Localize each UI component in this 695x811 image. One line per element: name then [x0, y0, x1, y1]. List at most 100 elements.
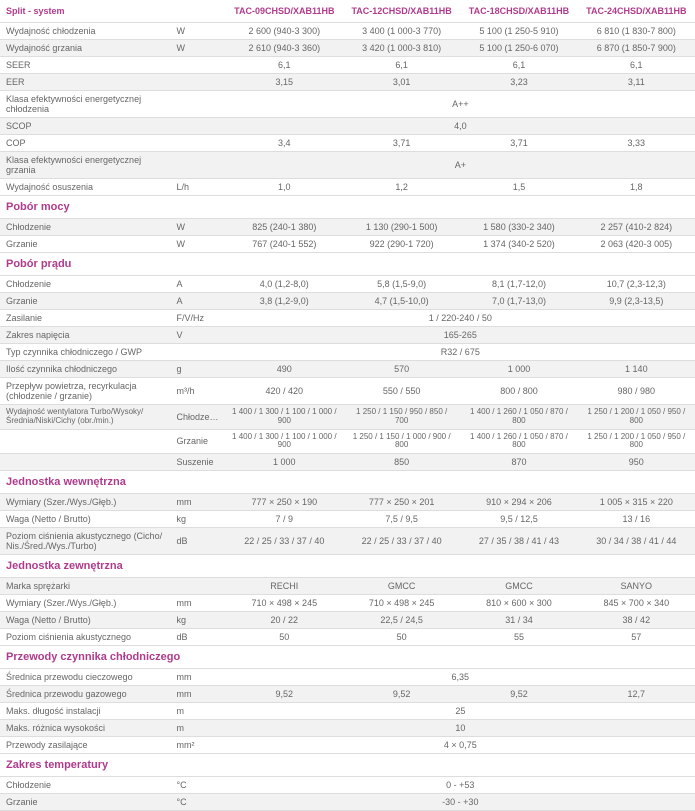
- row-value: 1,8: [578, 179, 695, 196]
- row-value: 7 / 9: [226, 511, 343, 528]
- row-label: Zasilanie: [0, 310, 170, 327]
- row-value-span: 0 - +53: [226, 777, 695, 794]
- row-value: 3,33: [578, 135, 695, 152]
- row-value: 777 × 250 × 201: [343, 494, 460, 511]
- row-value-span: R32 / 675: [226, 344, 695, 361]
- row-value: 910 × 294 × 206: [460, 494, 577, 511]
- row-value: 490: [226, 361, 343, 378]
- row-unit: mm: [170, 686, 225, 703]
- row-value: 1 400 / 1 260 / 1 050 / 870 / 800: [460, 405, 577, 430]
- row-value: 1 000: [460, 361, 577, 378]
- row-value: 31 / 34: [460, 612, 577, 629]
- row-value: 6,1: [460, 57, 577, 74]
- row-value: 3 420 (1 000-3 810): [343, 40, 460, 57]
- table-row: Zakres napięciaV165-265: [0, 327, 695, 344]
- row-value: 767 (240-1 552): [226, 236, 343, 253]
- row-value-span: 10: [226, 720, 695, 737]
- row-unit: [170, 152, 225, 179]
- model-3: TAC-24CHSD/XAB11HB: [578, 0, 695, 23]
- table-row: Wydajność chłodzeniaW2 600 (940-3 300)3 …: [0, 23, 695, 40]
- row-value-span: 6,35: [226, 669, 695, 686]
- row-value: SANYO: [578, 578, 695, 595]
- row-value: 1 400 / 1 300 / 1 100 / 1 000 / 900: [226, 429, 343, 454]
- row-label: Grzanie: [0, 293, 170, 310]
- row-value: GMCC: [343, 578, 460, 595]
- row-value-span: -30 - +30: [226, 794, 695, 811]
- row-value: 980 / 980: [578, 378, 695, 405]
- row-label: Chłodzenie: [0, 219, 170, 236]
- row-value: 550 / 550: [343, 378, 460, 405]
- row-value: 845 × 700 × 340: [578, 595, 695, 612]
- table-row: Maks. długość instalacjim25: [0, 703, 695, 720]
- row-value-span: 1 / 220-240 / 50: [226, 310, 695, 327]
- spec-table: Split - system TAC-09CHSD/XAB11HB TAC-12…: [0, 0, 695, 811]
- table-row: Klasa efektywności energetycznej grzania…: [0, 152, 695, 179]
- row-value: 1 250 / 1 150 / 1 000 / 900 / 800: [343, 429, 460, 454]
- row-value: 22,5 / 24,5: [343, 612, 460, 629]
- table-row: Ilość czynnika chłodniczegog4905701 0001…: [0, 361, 695, 378]
- section-label: Zakres temperatury: [0, 754, 695, 777]
- table-row: Grzanie1 400 / 1 300 / 1 100 / 1 000 / 9…: [0, 429, 695, 454]
- row-value: 825 (240-1 380): [226, 219, 343, 236]
- table-row: Jednostka zewnętrzna: [0, 555, 695, 578]
- row-unit: mm²: [170, 737, 225, 754]
- row-unit: Suszenie: [170, 454, 225, 471]
- row-value: 1 130 (290-1 500): [343, 219, 460, 236]
- row-label: Maks. długość instalacji: [0, 703, 170, 720]
- row-unit: dB: [170, 629, 225, 646]
- table-row: Wydajność wentylatora Turbo/Wysoky/Średn…: [0, 405, 695, 430]
- row-value: 57: [578, 629, 695, 646]
- row-value: 3,11: [578, 74, 695, 91]
- row-value: 12,7: [578, 686, 695, 703]
- row-label: Typ czynnika chłodniczego / GWP: [0, 344, 170, 361]
- row-label: Chłodzenie: [0, 276, 170, 293]
- row-value: 22 / 25 / 33 / 37 / 40: [343, 528, 460, 555]
- row-value: 2 257 (410-2 824): [578, 219, 695, 236]
- row-value: 1 400 / 1 300 / 1 100 / 1 000 / 900: [226, 405, 343, 430]
- table-row: Przepływ powietrza, recyrkulacja (chłodz…: [0, 378, 695, 405]
- row-value: 3,01: [343, 74, 460, 91]
- row-value: 27 / 35 / 38 / 41 / 43: [460, 528, 577, 555]
- row-value: 6 870 (1 850-7 900): [578, 40, 695, 57]
- row-value: 5 100 (1 250-6 070): [460, 40, 577, 57]
- table-row: GrzanieA3,8 (1,2-9,0)4,7 (1,5-10,0)7,0 (…: [0, 293, 695, 310]
- row-value: 1 005 × 315 × 220: [578, 494, 695, 511]
- row-value-span: A++: [226, 91, 695, 118]
- row-label: EER: [0, 74, 170, 91]
- row-label: Klasa efektywności energetycznej grzania: [0, 152, 170, 179]
- row-unit: kg: [170, 511, 225, 528]
- table-row: Wymiary (Szer./Wys./Głęb.)mm777 × 250 × …: [0, 494, 695, 511]
- table-row: Pobór mocy: [0, 196, 695, 219]
- table-row: Typ czynnika chłodniczego / GWP R32 / 675: [0, 344, 695, 361]
- table-row: Klasa efektywności energetycznej chłodze…: [0, 91, 695, 118]
- row-label: Wymiary (Szer./Wys./Głęb.): [0, 494, 170, 511]
- table-row: ChłodzenieA4,0 (1,2-8,0)5,8 (1,5-9,0)8,1…: [0, 276, 695, 293]
- row-unit: [170, 578, 225, 595]
- row-value: 420 / 420: [226, 378, 343, 405]
- row-value-span: 4,0: [226, 118, 695, 135]
- row-value: 2 610 (940-3 360): [226, 40, 343, 57]
- row-value: 10,7 (2,3-12,3): [578, 276, 695, 293]
- row-value-span: 25: [226, 703, 695, 720]
- table-row: COP3,43,713,713,33: [0, 135, 695, 152]
- table-body: Wydajność chłodzeniaW2 600 (940-3 300)3 …: [0, 23, 695, 811]
- row-value: 950: [578, 454, 695, 471]
- row-value: 20 / 22: [226, 612, 343, 629]
- row-value: 5,8 (1,5-9,0): [343, 276, 460, 293]
- row-value: 1,5: [460, 179, 577, 196]
- table-row: SEER6,16,16,16,1: [0, 57, 695, 74]
- row-value: 3,8 (1,2-9,0): [226, 293, 343, 310]
- row-label: Grzanie: [0, 794, 170, 811]
- table-row: Poziom ciśnienia akustycznegodB50505557: [0, 629, 695, 646]
- row-value: 9,5 / 12,5: [460, 511, 577, 528]
- row-label: Wydajność grzania: [0, 40, 170, 57]
- row-value: 1 000: [226, 454, 343, 471]
- section-label: Jednostka wewnętrzna: [0, 471, 695, 494]
- row-unit: [170, 91, 225, 118]
- row-value: 6,1: [343, 57, 460, 74]
- row-unit: Grzanie: [170, 429, 225, 454]
- row-label: Ilość czynnika chłodniczego: [0, 361, 170, 378]
- row-unit: m: [170, 703, 225, 720]
- row-value: 5 100 (1 250-5 910): [460, 23, 577, 40]
- row-value: 1 140: [578, 361, 695, 378]
